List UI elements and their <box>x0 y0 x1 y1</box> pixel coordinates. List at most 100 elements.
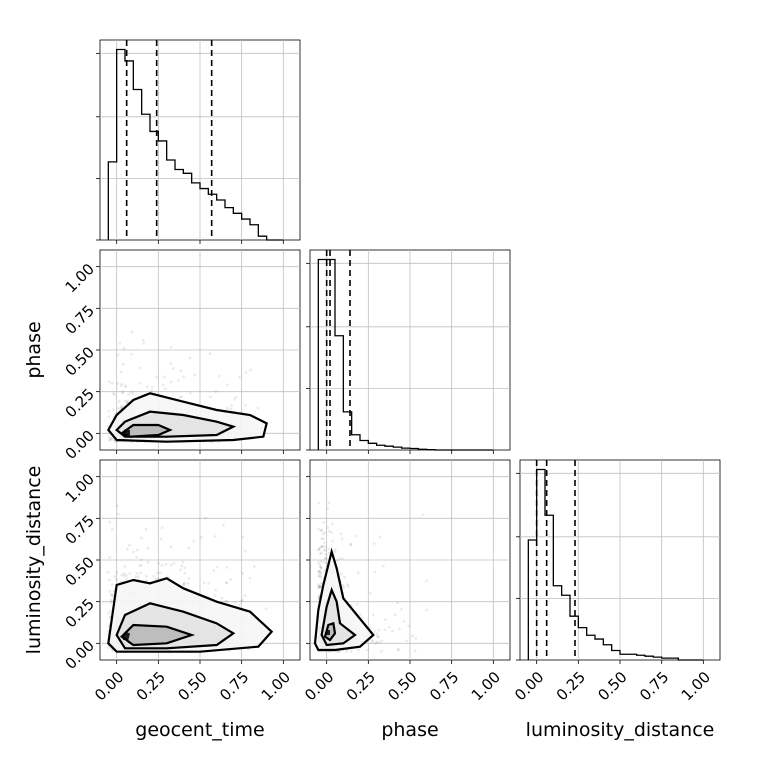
scatter-point <box>169 545 173 549</box>
scatter-point <box>322 520 326 524</box>
scatter-point <box>157 561 161 565</box>
scatter-point <box>109 437 112 440</box>
scatter-point <box>107 415 111 419</box>
scatter-point <box>317 570 320 574</box>
scatter-point <box>324 561 328 565</box>
y-tick-label: 1.00 <box>62 260 98 296</box>
scatter-point <box>128 543 131 547</box>
scatter-point <box>144 527 148 531</box>
scatter-point <box>383 618 387 621</box>
scatter-point <box>138 381 142 385</box>
scatter-point <box>119 370 123 374</box>
scatter-point <box>366 648 370 652</box>
histogram-phase <box>317 258 494 451</box>
scatter-point <box>238 603 241 607</box>
scatter-point <box>213 594 217 598</box>
scatter-point <box>324 556 328 560</box>
scatter-point <box>358 613 362 616</box>
scatter-point <box>319 585 323 589</box>
scatter-point <box>160 526 164 530</box>
scatter-point <box>319 545 323 549</box>
scatter-point <box>324 552 327 556</box>
scatter-point <box>150 385 154 389</box>
scatter-point <box>112 393 116 397</box>
scatter-point <box>377 635 381 638</box>
scatter-point <box>425 579 428 583</box>
scatter-point <box>186 581 190 585</box>
scatter-point <box>333 550 336 554</box>
scatter-point <box>340 572 343 576</box>
scatter-point <box>337 650 341 653</box>
scatter-point <box>264 607 268 611</box>
scatter-point <box>387 625 391 629</box>
scatter-point <box>402 620 406 623</box>
scatter-point <box>241 571 245 575</box>
x-tick-label: 0.25 <box>553 668 589 704</box>
scatter-point <box>182 582 186 586</box>
scatter-point <box>179 568 182 572</box>
scatter-point <box>107 612 111 615</box>
y-tick-label: 1.00 <box>62 470 98 506</box>
scatter-point <box>317 547 321 551</box>
scatter-point <box>140 536 143 540</box>
scatter-point <box>169 345 173 349</box>
scatter-point <box>130 352 134 356</box>
scatter-point <box>319 575 323 579</box>
x-tick-label: 0.75 <box>426 668 462 704</box>
scatter-point <box>377 628 381 632</box>
scatter-point <box>115 570 119 574</box>
scatter-point <box>113 440 117 443</box>
scatter-point <box>109 598 113 602</box>
histogram-luminosity_distance <box>527 468 704 661</box>
scatter-point <box>421 513 425 517</box>
scatter-point <box>342 586 346 589</box>
scatter-point <box>171 367 175 370</box>
scatter-point <box>371 640 374 644</box>
scatter-point <box>226 406 229 410</box>
scatter-point <box>404 639 408 643</box>
scatter-point <box>116 382 120 385</box>
y-tick-label: 0.50 <box>62 553 98 589</box>
scatter-point <box>369 592 372 595</box>
scatter-point <box>320 537 324 541</box>
scatter-point <box>183 566 187 569</box>
scatter-point <box>172 561 176 565</box>
x-tick-label: 1.00 <box>258 668 294 704</box>
scatter-point <box>338 557 342 560</box>
scatter-point <box>320 529 324 532</box>
scatter-point <box>230 404 233 408</box>
scatter-point <box>119 407 122 411</box>
contour-line <box>313 547 375 652</box>
scatter-point <box>135 556 139 559</box>
scatter-point <box>355 602 359 606</box>
scatter-point <box>107 578 111 582</box>
scatter-point <box>317 574 321 577</box>
scatter-point <box>322 541 326 545</box>
scatter-point <box>376 635 379 639</box>
contour-line <box>115 602 236 650</box>
scatter-point <box>397 627 401 631</box>
scatter-point <box>322 560 326 564</box>
scatter-point <box>187 546 190 550</box>
scatter-point <box>169 380 173 384</box>
scatter-point <box>411 634 414 638</box>
scatter-point <box>318 585 321 589</box>
scatter-point <box>107 438 111 442</box>
scatter-point <box>116 406 120 410</box>
y-axis-label-luminosity_distance: luminosity_distance <box>23 466 45 655</box>
scatter-point <box>138 366 142 370</box>
scatter-point <box>129 390 133 394</box>
scatter-point <box>317 570 321 573</box>
scatter-point <box>317 584 320 588</box>
x-tick-label: 0.50 <box>594 668 630 704</box>
contour-line <box>119 423 173 438</box>
scatter-point <box>182 581 186 585</box>
scatter-point <box>122 574 126 577</box>
scatter-point <box>381 564 385 568</box>
scatter-point <box>374 641 378 645</box>
scatter-point <box>333 548 337 552</box>
x-axis-label-luminosity_distance: luminosity_distance <box>526 719 715 741</box>
scatter-point <box>256 406 260 410</box>
contour-line <box>107 392 268 443</box>
scatter-point <box>319 582 323 585</box>
